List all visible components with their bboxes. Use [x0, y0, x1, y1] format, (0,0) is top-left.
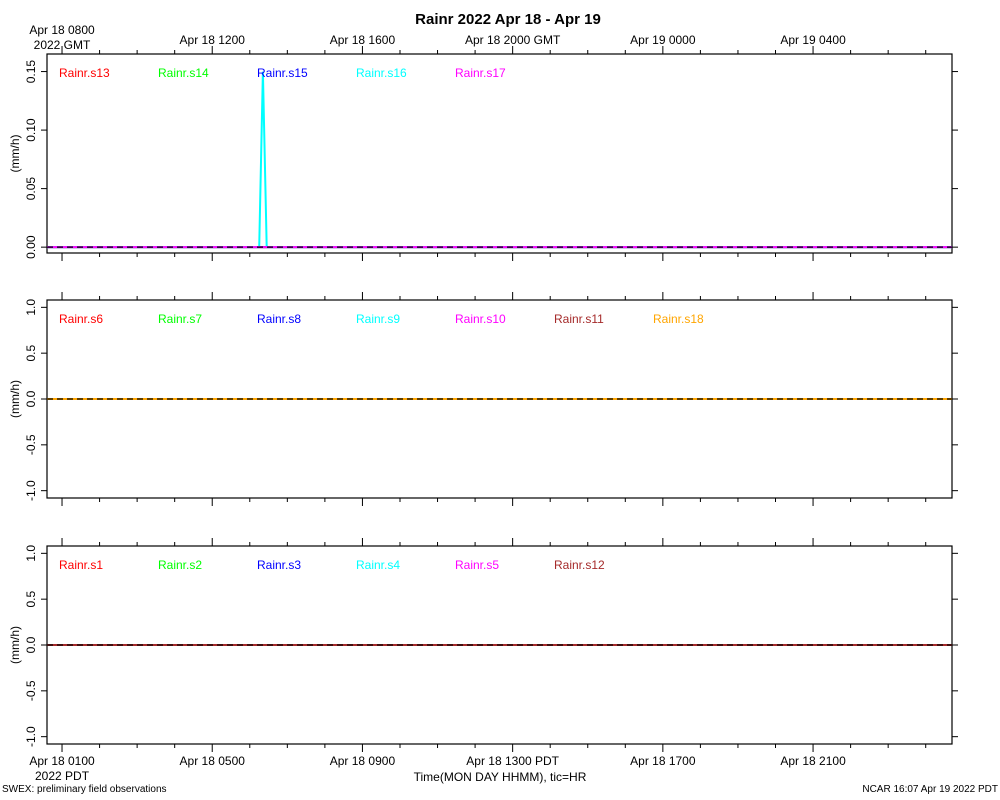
legend-entry-Rainr-s13: Rainr.s13: [59, 66, 110, 80]
y-tick-label: 0.5: [24, 345, 38, 362]
legend-entry-Rainr-s12: Rainr.s12: [554, 558, 605, 572]
legend-entry-Rainr-s15: Rainr.s15: [257, 66, 308, 80]
y-tick-label: 0.0: [24, 390, 38, 407]
chart-panel-2: -1.0 -0.5 0.0 0.5 1.0 (mm/h) Rainr.s6 Rainr.s7 R…: [8, 292, 958, 506]
top-axis-tick-label: Apr 18 2000 GMT: [465, 33, 561, 47]
bottom-axis-first-label-line2: 2022 PDT: [35, 769, 90, 783]
y-tick-label: 0.15: [24, 60, 38, 84]
top-axis-tick-label: Apr 19 0000: [630, 33, 696, 47]
footer-right-note: NCAR 16:07 Apr 19 2022 PDT: [862, 784, 998, 795]
legend-entry-Rainr-s10: Rainr.s10: [455, 312, 506, 326]
legend-entry-Rainr-s6: Rainr.s6: [59, 312, 103, 326]
legend-entry-Rainr-s16: Rainr.s16: [356, 66, 407, 80]
legend-entry-Rainr-s11: Rainr.s11: [554, 312, 604, 326]
legend-entry-Rainr-s17: Rainr.s17: [455, 66, 506, 80]
legend-entry-Rainr-s18: Rainr.s18: [653, 312, 704, 326]
legend-entry-Rainr-s2: Rainr.s2: [158, 558, 202, 572]
bottom-axis-tick-label: Apr 18 1300 PDT: [466, 754, 559, 768]
legend-entry-Rainr-s9: Rainr.s9: [356, 312, 400, 326]
legend-entry-Rainr-s3: Rainr.s3: [257, 558, 301, 572]
chart-title: Rainr 2022 Apr 18 - Apr 19: [415, 11, 601, 28]
y-tick-label: 0.05: [24, 177, 38, 201]
chart-panels: 0.00 0.05 0.10 0.15 (mm/h) Rainr.s13 Rainr.s14…: [8, 46, 958, 752]
y-axis-label: (mm/h): [8, 380, 22, 418]
legend-entry-Rainr-s5: Rainr.s5: [455, 558, 499, 572]
y-axis-label: (mm/h): [8, 135, 22, 173]
y-tick-label: -1.0: [24, 480, 38, 501]
top-axis-first-label-line1: Apr 18 0800: [29, 23, 95, 37]
bottom-axis-first-label-line1: Apr 18 0100: [29, 754, 95, 768]
legend-entry-Rainr-s14: Rainr.s14: [158, 66, 209, 80]
y-tick-label: -1.0: [24, 726, 38, 747]
y-tick-label: -0.5: [24, 680, 38, 701]
chart-panel-1: 0.00 0.05 0.10 0.15 (mm/h) Rainr.s13 Rainr.s14…: [8, 46, 958, 261]
y-tick-label: -0.5: [24, 434, 38, 455]
legend-entry-Rainr-s1: Rainr.s1: [59, 558, 103, 572]
chart-panel-3: -1.0 -0.5 0.0 0.5 1.0 (mm/h) Rainr.s1 Rainr.s2 R…: [8, 538, 958, 752]
y-tick-label: 1.0: [24, 299, 38, 316]
y-tick-label: 1.0: [24, 545, 38, 562]
legend-entry-Rainr-s7: Rainr.s7: [158, 312, 202, 326]
top-axis-tick-label: Apr 19 0400: [780, 33, 846, 47]
top-axis-tick-label: Apr 18 1200: [180, 33, 246, 47]
y-tick-label: 0.0: [24, 636, 38, 653]
bottom-axis-tick-label: Apr 18 2100: [780, 754, 846, 768]
bottom-axis-tick-label: Apr 18 1700: [630, 754, 696, 768]
y-tick-label: 0.10: [24, 118, 38, 142]
top-axis-tick-label: Apr 18 1600: [330, 33, 396, 47]
x-axis-label: Time(MON DAY HHMM), tic=HR: [414, 770, 587, 784]
series-line-Rainr-s16: [47, 71, 952, 249]
y-tick-label: 0.00: [24, 235, 38, 259]
bottom-axis-tick-label: Apr 18 0900: [330, 754, 396, 768]
footer-left-note: SWEX: preliminary field observations: [2, 784, 167, 795]
y-axis-label: (mm/h): [8, 626, 22, 664]
legend-entry-Rainr-s4: Rainr.s4: [356, 558, 400, 572]
bottom-axis-tick-label: Apr 18 0500: [180, 754, 246, 768]
legend-entry-Rainr-s8: Rainr.s8: [257, 312, 301, 326]
y-tick-label: 0.5: [24, 591, 38, 608]
top-axis-first-label-line2: 2022 GMT: [34, 38, 91, 52]
panel-frame: [46, 53, 953, 254]
